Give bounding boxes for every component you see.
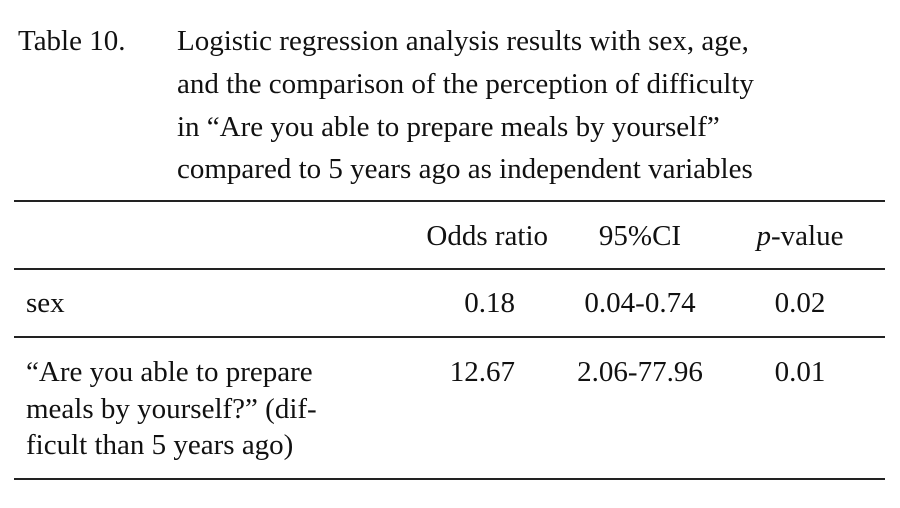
row-label: “Are you able to prepare: [26, 356, 313, 388]
column-header: 95%CI: [598, 220, 682, 252]
column-header: p-value: [720, 219, 880, 253]
caption-label: Table 10.: [18, 25, 126, 57]
cell: 12.67: [449, 356, 515, 388]
rule: [14, 268, 885, 270]
cell: 0.04-0.74: [584, 287, 696, 319]
cell: 2.06-77.96: [577, 356, 703, 388]
cell: 0.01: [774, 356, 826, 388]
column-header: Odds ratio: [426, 220, 548, 252]
caption-line: compared to 5 years ago as independent v…: [177, 153, 753, 185]
cell: 0.18: [464, 287, 515, 319]
column-header-text: p-value: [756, 220, 844, 252]
rule: [14, 200, 885, 202]
row-label: meals by yourself?” (dif-: [26, 393, 317, 425]
row-label: sex: [26, 287, 65, 319]
caption-line: and the comparison of the perception of …: [177, 68, 754, 100]
cell: 0.02: [774, 287, 826, 319]
rule: [14, 478, 885, 480]
caption-line: in “Are you able to prepare meals by you…: [177, 111, 720, 143]
rule: [14, 336, 885, 338]
row-label: ficult than 5 years ago): [26, 429, 294, 461]
caption-line: Logistic regression analysis results wit…: [177, 25, 749, 57]
